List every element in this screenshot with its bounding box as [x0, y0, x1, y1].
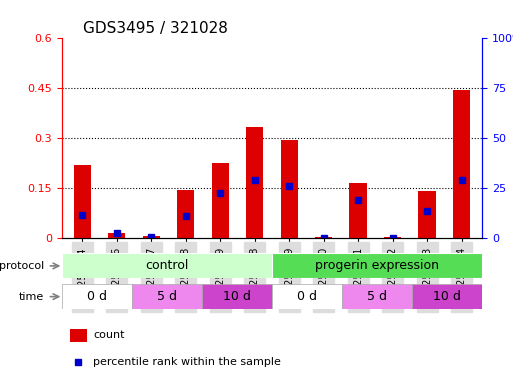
- Bar: [272, 253, 482, 278]
- Bar: [202, 284, 272, 309]
- Bar: [143, 237, 160, 238]
- Bar: [384, 237, 401, 238]
- Text: 10 d: 10 d: [433, 290, 461, 303]
- Text: 5 d: 5 d: [157, 290, 176, 303]
- Text: progerin expression: progerin expression: [315, 260, 439, 272]
- Bar: [281, 140, 298, 238]
- Bar: [211, 163, 229, 238]
- Bar: [62, 253, 272, 278]
- Text: percentile rank within the sample: percentile rank within the sample: [93, 357, 281, 367]
- Bar: [419, 192, 436, 238]
- Bar: [349, 183, 367, 238]
- Text: 0 d: 0 d: [297, 290, 317, 303]
- Text: protocol: protocol: [0, 261, 44, 271]
- Bar: [453, 90, 470, 238]
- Bar: [74, 165, 91, 238]
- Text: 0 d: 0 d: [87, 290, 107, 303]
- Bar: [315, 237, 332, 238]
- Text: time: time: [19, 291, 44, 302]
- Text: GDS3495 / 321028: GDS3495 / 321028: [83, 21, 227, 36]
- Text: 5 d: 5 d: [367, 290, 387, 303]
- Bar: [108, 233, 125, 238]
- Bar: [272, 284, 342, 309]
- Bar: [246, 127, 263, 238]
- Text: 10 d: 10 d: [223, 290, 251, 303]
- Bar: [62, 284, 132, 309]
- Text: control: control: [145, 260, 188, 272]
- Text: count: count: [93, 330, 125, 340]
- Bar: [70, 329, 87, 342]
- Bar: [132, 284, 202, 309]
- Bar: [342, 284, 412, 309]
- Bar: [177, 190, 194, 238]
- Bar: [412, 284, 482, 309]
